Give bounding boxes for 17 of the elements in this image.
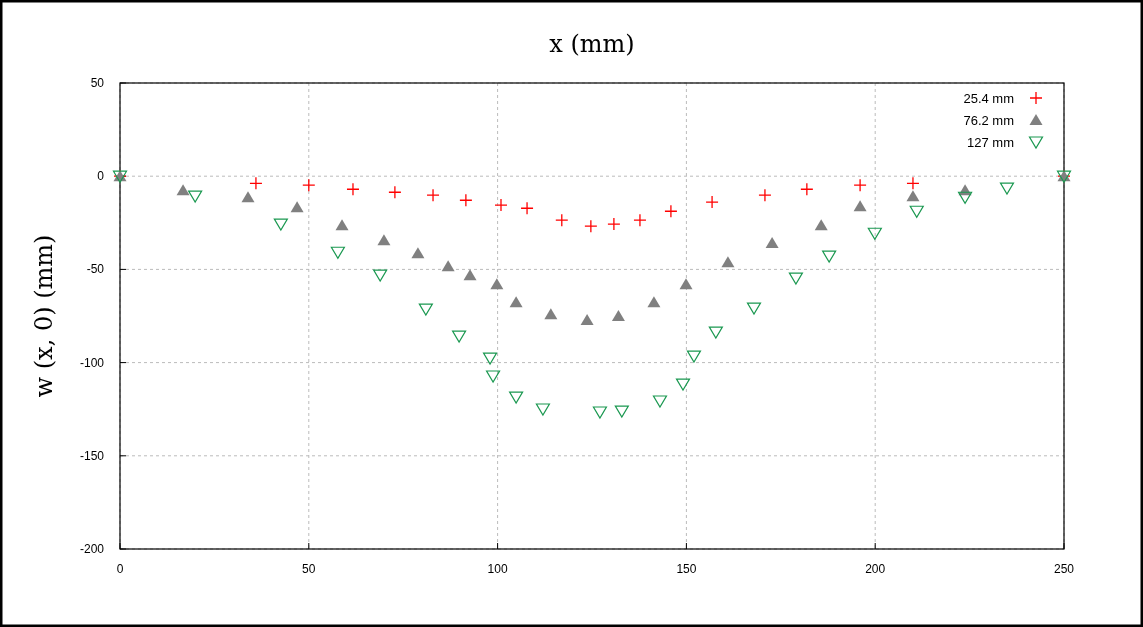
x-tick-label: 0 [116, 562, 124, 576]
x-tick-label: 250 [1053, 562, 1075, 576]
x-tick-label: 150 [676, 562, 697, 576]
x-tick-label: 50 [302, 562, 316, 576]
legend-label: 25.4 mm [963, 91, 1014, 106]
y-tick-label: -100 [79, 355, 105, 370]
x-tick-label: 200 [865, 562, 886, 576]
y-tick-label: -150 [79, 448, 105, 463]
y-tick-label: -50 [86, 262, 105, 277]
legend-label: 127 mm [967, 135, 1014, 150]
y-tick-label: 50 [90, 76, 105, 90]
chart-title: x (mm) [549, 30, 635, 58]
y-tick-label: 0 [97, 169, 105, 184]
legend-label: 76.2 mm [963, 113, 1014, 128]
y-axis-title: w (x, 0) (mm) [30, 234, 58, 398]
y-tick-label: -200 [79, 542, 105, 556]
x-tick-label: 100 [487, 562, 508, 576]
